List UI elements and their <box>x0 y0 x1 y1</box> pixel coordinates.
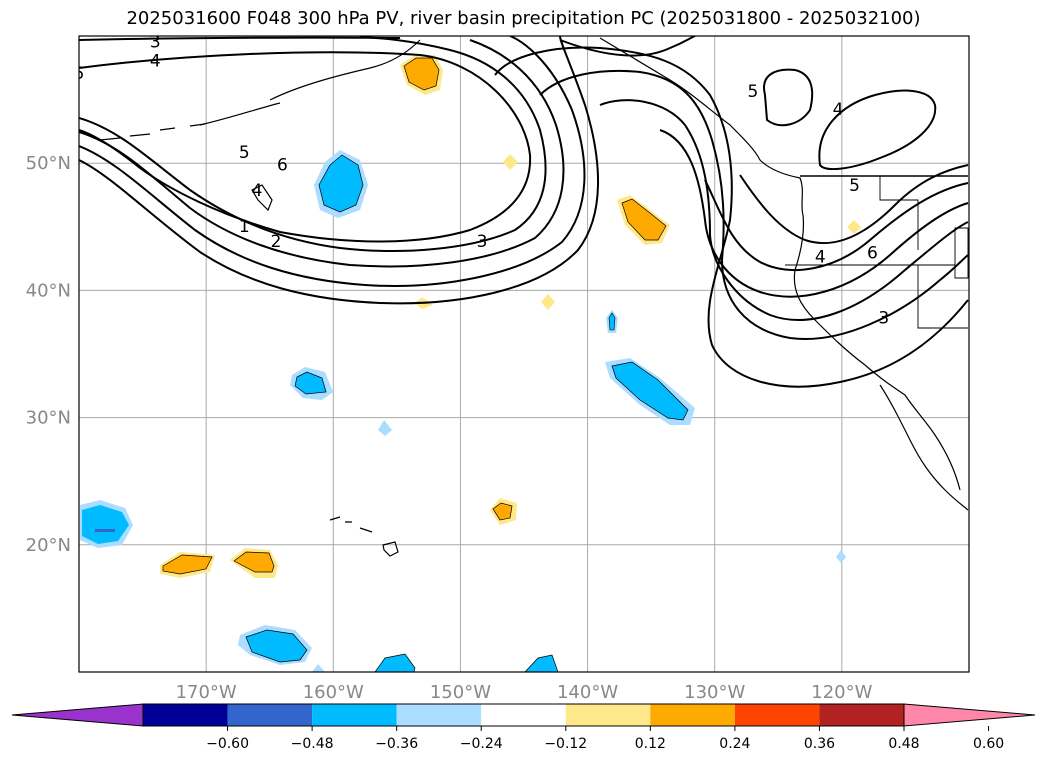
colorbar-tick-label: 0.36 <box>804 736 835 752</box>
contour-label: 5 <box>74 64 85 84</box>
pos-anomaly-region <box>162 554 213 575</box>
colorbar-tick-label: −0.60 <box>206 736 249 752</box>
pos-anomaly-region <box>621 198 667 241</box>
pv-contour <box>559 36 696 57</box>
colorbar-tick-label: −0.24 <box>460 736 503 752</box>
pos-anomaly-region <box>541 294 555 310</box>
colorbar-frame <box>142 703 905 727</box>
colorbar-segment <box>819 704 904 726</box>
pv-contour <box>494 46 969 388</box>
colorbar-segment <box>565 704 651 726</box>
colorbar-underflow-triangle <box>11 703 144 727</box>
colorbar-segment <box>481 704 566 726</box>
pv-contour <box>79 36 547 252</box>
pv-contour <box>79 39 565 268</box>
colorbar-tick-label: −0.12 <box>544 736 587 752</box>
contour-label: 6 <box>277 156 288 176</box>
neg-anomaly-region <box>318 154 364 213</box>
neg-anomaly-region <box>524 654 559 672</box>
lat-tick-label: 50°N <box>26 153 71 174</box>
pv-contour <box>79 36 600 305</box>
lon-tick-label: 130°W <box>684 682 745 703</box>
contour-label: 4 <box>252 181 263 201</box>
contour-label: 6 <box>867 244 878 264</box>
contour-label: 4 <box>815 247 826 267</box>
lon-tick-label: 160°W <box>303 682 364 703</box>
contour-label: 3 <box>150 32 161 52</box>
map-frame <box>78 35 970 673</box>
neg-anomaly-region <box>294 371 327 395</box>
colorbar-tick-label: 0.12 <box>635 736 666 752</box>
neg-anomaly-region <box>836 550 846 563</box>
lon-tick-label: 150°W <box>430 682 491 703</box>
island-outline <box>251 184 273 212</box>
precip-anomaly-fills <box>80 55 861 672</box>
colorbar-tick-label: 0.48 <box>888 736 919 752</box>
colorbar-tick-label: −0.36 <box>375 736 418 752</box>
contour-label: 5 <box>747 82 758 102</box>
neg-anomaly-region <box>95 529 115 532</box>
pos-anomaly-region <box>233 551 275 573</box>
pos-anomaly-region <box>492 502 513 521</box>
pv-contour <box>763 68 814 127</box>
pv-contour <box>599 99 969 321</box>
lon-tick-label: 120°W <box>811 682 872 703</box>
colorbar-segment <box>227 704 313 726</box>
coastline-alaska <box>199 39 421 126</box>
lon-tick-label: 170°W <box>176 682 237 703</box>
contour-label: 4 <box>833 100 844 120</box>
colorbar-segment <box>143 704 228 726</box>
pos-anomaly-region <box>847 220 861 234</box>
pv-contour <box>79 51 532 243</box>
colorbar-tick-label: −0.48 <box>291 736 334 752</box>
lat-tick-label: 20°N <box>26 535 71 556</box>
pos-anomaly-region <box>403 57 440 91</box>
lat-tick-label: 30°N <box>26 408 71 429</box>
latitude-tick-labels: 20°N 30°N 40°N 50°N <box>26 153 71 556</box>
neg-anomaly-region <box>312 664 325 672</box>
pos-anomaly-region <box>503 154 518 170</box>
pv-contour <box>79 36 586 287</box>
contour-label: 4 <box>150 51 161 71</box>
colorbar: −0.60 −0.48 −0.36 −0.24 −0.12 0.12 0.24 0.36 0.4… <box>11 703 1036 752</box>
contour-label: 3 <box>477 232 488 252</box>
contour-label: 5 <box>239 143 250 163</box>
pv-contour <box>79 36 401 41</box>
colorbar-segment <box>396 704 482 726</box>
map-title: 2025031600 F048 300 hPa PV, river basin … <box>126 8 921 29</box>
pv-contour <box>739 164 969 245</box>
coastline-baja <box>879 384 969 511</box>
neg-anomaly-region <box>611 361 689 421</box>
pv-contours <box>79 36 969 388</box>
coastline-hawaii <box>329 516 399 557</box>
colorbar-segment <box>734 704 820 726</box>
longitude-tick-labels: 170°W 160°W 150°W 140°W 130°W 120°W <box>176 682 873 703</box>
lat-tick-label: 40°N <box>26 280 71 301</box>
contour-label: 3 <box>878 308 889 328</box>
coastline-northwest <box>599 37 961 491</box>
colorbar-overflow-triangle <box>903 703 1036 727</box>
pv-contour <box>818 89 937 170</box>
colorbar-segment <box>312 704 397 726</box>
neg-anomaly-region <box>82 505 129 544</box>
coastline-aleutians <box>99 123 206 141</box>
pv-contour <box>659 129 969 298</box>
contour-label: 5 <box>849 176 860 196</box>
neg-anomaly-region <box>245 629 308 663</box>
colorbar-tick-label: 0.60 <box>973 736 1004 752</box>
colorbar-tick-label: 0.24 <box>719 736 750 752</box>
state-border <box>785 176 969 329</box>
contour-label: 2 <box>271 232 282 252</box>
colorbar-segment <box>650 704 735 726</box>
lon-tick-label: 140°W <box>557 682 618 703</box>
neg-anomaly-region <box>608 312 616 331</box>
coastlines <box>99 37 969 557</box>
contour-label: 1 <box>239 217 250 237</box>
neg-anomaly-region <box>374 653 416 672</box>
neg-anomaly-region <box>378 420 392 436</box>
